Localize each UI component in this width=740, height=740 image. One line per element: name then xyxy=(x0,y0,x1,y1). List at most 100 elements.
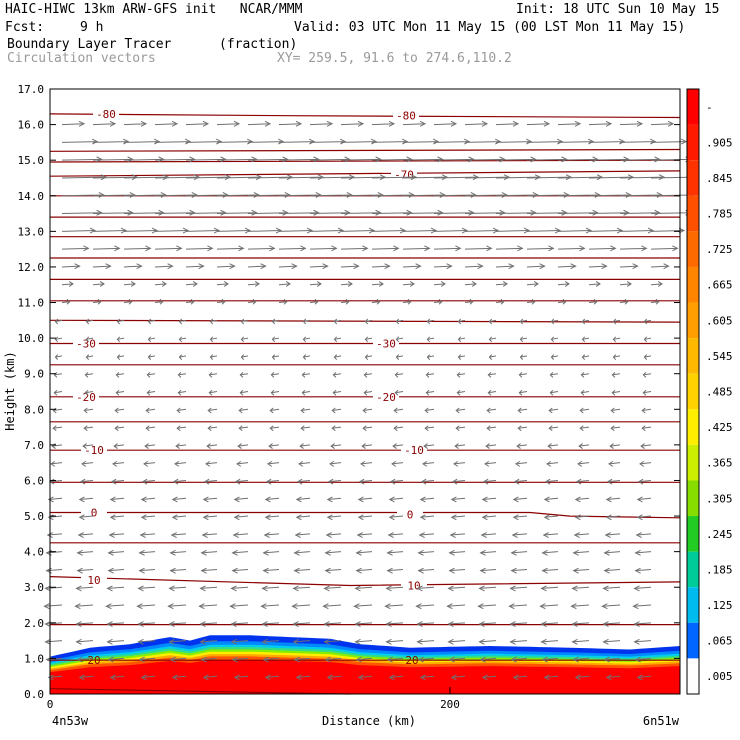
wind-vector xyxy=(123,212,164,215)
wind-vector xyxy=(402,230,437,232)
wind-vector-head xyxy=(478,585,485,592)
wind-vector xyxy=(340,176,386,179)
y-tick-label: 13.0 xyxy=(18,225,45,238)
wind-vector-head xyxy=(292,585,299,592)
wind-vector xyxy=(232,551,249,554)
wind-vector xyxy=(61,194,104,197)
wind-vector-head xyxy=(361,443,366,449)
wind-vector xyxy=(396,355,404,358)
wind-vector xyxy=(45,622,63,625)
wind-vector-head xyxy=(534,174,542,181)
wind-vector-head xyxy=(326,514,333,521)
wind-vector xyxy=(46,657,63,661)
wind-vector-head xyxy=(331,425,336,432)
wind-vector xyxy=(526,176,572,179)
wind-vector xyxy=(309,283,322,286)
wind-vector xyxy=(185,283,198,286)
wind-vector xyxy=(604,568,621,572)
wind-vector-head xyxy=(109,120,117,127)
wind-vector-head xyxy=(419,674,426,681)
wind-vector xyxy=(210,319,218,323)
wind-vector-head xyxy=(455,245,462,252)
wind-vector xyxy=(216,283,229,286)
wind-vector-head xyxy=(106,638,113,645)
wind-vector xyxy=(588,194,631,197)
wind-vector-head xyxy=(543,674,550,681)
wind-vector xyxy=(418,568,435,572)
wind-vector xyxy=(328,479,342,483)
wind-vector xyxy=(239,408,249,411)
wind-vector-head xyxy=(264,120,272,127)
wind-vector-head xyxy=(515,460,521,467)
wind-vector xyxy=(263,568,280,572)
wind-vector-head xyxy=(44,621,51,627)
wind-vector-head xyxy=(426,336,431,343)
wind-vector-head xyxy=(75,585,82,592)
wind-vector xyxy=(108,568,125,572)
wind-vector xyxy=(639,462,652,465)
wind-vector-head xyxy=(519,336,524,343)
contour-label-bg xyxy=(73,337,99,349)
wind-vector xyxy=(92,283,105,286)
wind-vector xyxy=(208,426,218,429)
wind-vector-head xyxy=(291,263,298,270)
wind-vector xyxy=(241,337,249,340)
wind-vector xyxy=(487,426,497,429)
wind-vector-head xyxy=(487,389,492,396)
wind-vector-head xyxy=(176,407,181,414)
wind-vector-head xyxy=(602,638,609,645)
wind-vector xyxy=(77,551,94,554)
wind-vector xyxy=(650,247,678,250)
colorbar-label: .005 xyxy=(706,670,733,683)
wind-vector-head xyxy=(456,372,461,378)
wind-vector-head xyxy=(240,318,245,325)
vectors-label: Circulation vectors xyxy=(7,51,156,66)
xy-readout: XY= 259.5, 91.6 to 274.6,110.2 xyxy=(277,51,512,66)
wind-vector-head xyxy=(146,389,151,396)
wind-vector xyxy=(495,141,532,143)
wind-vector-head xyxy=(463,138,471,145)
wind-vector xyxy=(642,408,652,411)
wind-vector-head xyxy=(446,263,453,270)
wind-vector-head xyxy=(401,138,409,145)
wind-vector-head xyxy=(198,603,205,610)
colorbar-swatch xyxy=(687,622,699,659)
wind-vector-head xyxy=(393,425,398,432)
wind-vector xyxy=(644,337,652,340)
wind-vector xyxy=(551,319,559,323)
wind-vector-head xyxy=(332,389,337,396)
wind-vector-head xyxy=(418,532,425,539)
wind-vector-head xyxy=(68,281,74,287)
wind-vector-head xyxy=(222,192,229,198)
wind-vector xyxy=(92,212,133,215)
wind-vector xyxy=(332,426,342,429)
y-tick-label: 8.0 xyxy=(24,403,44,416)
wind-vector-head xyxy=(581,336,586,343)
wind-vector xyxy=(298,462,311,465)
wind-vector-head xyxy=(437,209,444,216)
wind-vector xyxy=(448,622,466,625)
wind-vector-head xyxy=(271,318,276,325)
wind-vector xyxy=(154,141,191,143)
wind-vector-head xyxy=(594,192,601,198)
wind-vector-head xyxy=(44,638,51,645)
wind-vector xyxy=(513,675,528,678)
wind-vector xyxy=(278,230,313,232)
wind-vector xyxy=(340,158,381,161)
wind-vector-head xyxy=(232,532,239,539)
wind-vector-head xyxy=(578,443,583,449)
colorbar-swatch xyxy=(687,516,699,552)
wind-vector xyxy=(138,622,156,625)
wind-vector xyxy=(433,283,446,286)
wind-vector xyxy=(185,247,213,250)
wind-vector-head xyxy=(208,389,213,396)
contour-label-bg xyxy=(81,574,107,586)
wind-vector-head xyxy=(572,567,579,574)
wind-vector xyxy=(247,212,288,215)
wind-vector xyxy=(394,408,404,411)
wind-vector-head xyxy=(643,354,648,360)
wind-vector-head xyxy=(562,298,567,305)
wind-vector xyxy=(270,426,280,429)
wind-vector xyxy=(557,283,570,286)
wind-vector xyxy=(232,568,249,572)
